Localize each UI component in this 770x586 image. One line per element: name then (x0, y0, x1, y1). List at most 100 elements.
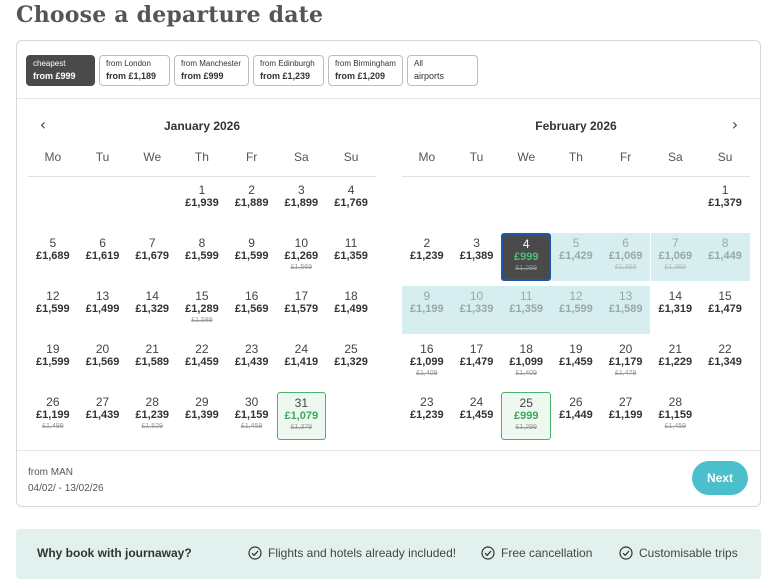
day-number: 31 (294, 396, 309, 410)
filter-price: from £1,189 (106, 71, 157, 81)
day-price: £1,449 (559, 409, 593, 421)
filter-manchester[interactable]: from Manchester from £999 (174, 55, 249, 86)
day-cell-17[interactable]: 17 £1,579 (277, 286, 327, 334)
day-cell-29[interactable]: 29 £1,399 (177, 392, 227, 440)
day-cell-27[interactable]: 27 £1,199 (601, 392, 651, 440)
day-cell-10[interactable]: 10 £1,339 (451, 286, 502, 334)
day-cell-28[interactable]: 28 £1,159 £1,459 (651, 392, 701, 440)
day-cell-25[interactable]: 25 £1,329 (326, 339, 376, 387)
filter-price: from £999 (33, 71, 76, 81)
route-dates: 04/02/ - 13/02/26 (28, 483, 104, 494)
day-price: £1,599 (36, 356, 70, 368)
filter-birmingham[interactable]: from Birmingham from £1,209 (328, 55, 403, 86)
day-cell-21[interactable]: 21 £1,589 (127, 339, 177, 387)
day-cell-4[interactable]: 4 £999 £1,299 (501, 233, 552, 281)
next-month-button[interactable]: › (726, 117, 744, 135)
day-cell-19[interactable]: 19 £1,599 (28, 339, 78, 387)
day-cell-28[interactable]: 28 £1,239 £1,529 (127, 392, 177, 440)
filter-edinburgh[interactable]: from Edinburgh from £1,239 (253, 55, 324, 86)
day-cell-16[interactable]: 16 £1,099 £1,409 (402, 339, 452, 387)
day-cell-4[interactable]: 4 £1,769 (326, 180, 376, 228)
day-cell-13[interactable]: 13 £1,589 (600, 286, 651, 334)
day-cell-3[interactable]: 3 £1,389 (452, 233, 502, 281)
day-cell-14[interactable]: 14 £1,319 (651, 286, 701, 334)
benefit-item: Free cancellation (481, 546, 592, 560)
day-cell-6[interactable]: 6 £1,069 £1,369 (600, 233, 651, 281)
day-cell-23[interactable]: 23 £1,439 (227, 339, 277, 387)
day-cell-15[interactable]: 15 £1,289 £1,589 (177, 286, 227, 334)
day-cell-7[interactable]: 7 £1,679 (127, 233, 177, 281)
day-number: 11 (520, 289, 533, 303)
day-price: £1,479 (459, 356, 494, 368)
day-cell-8[interactable]: 8 £1,599 (177, 233, 227, 281)
filter-all-airports[interactable]: All airports (407, 55, 478, 86)
day-cell-27[interactable]: 27 £1,439 (78, 392, 128, 440)
day-cell-12[interactable]: 12 £1,599 (28, 286, 78, 334)
day-number: 25 (519, 396, 533, 410)
day-cell-1[interactable]: 1 £1,939 (177, 180, 227, 228)
day-cell-3[interactable]: 3 £1,899 (277, 180, 327, 228)
day-cell-2[interactable]: 2 £1,239 (402, 233, 452, 281)
day-number: 1 (721, 183, 729, 197)
day-cell-5[interactable]: 5 £1,429 (551, 233, 601, 281)
day-cell-20[interactable]: 20 £1,179 £1,479 (601, 339, 651, 387)
day-cell-9[interactable]: 9 £1,199 (402, 286, 452, 334)
filter-cheapest[interactable]: cheapest from £999 (26, 55, 95, 86)
day-cell-8[interactable]: 8 £1,449 (700, 233, 750, 281)
check-circle-icon (481, 546, 495, 560)
day-old-price: £1,369 (614, 264, 637, 271)
day-price: £1,159 (658, 409, 693, 421)
day-cell-11[interactable]: 11 £1,359 (326, 233, 376, 281)
day-cell-21[interactable]: 21 £1,229 (651, 339, 701, 387)
benefit-label: Flights and hotels already included! (268, 546, 457, 560)
weekday-label: Mo (44, 150, 62, 164)
day-cell-26[interactable]: 26 £1,199 £1,499 (28, 392, 78, 440)
day-cell-13[interactable]: 13 £1,499 (78, 286, 128, 334)
day-cell-30[interactable]: 30 £1,159 £1,459 (227, 392, 277, 440)
day-cell-24[interactable]: 24 £1,459 (452, 392, 502, 440)
day-number: 7 (148, 236, 156, 250)
day-cell-23[interactable]: 23 £1,239 (402, 392, 452, 440)
next-button[interactable]: Next (692, 461, 748, 495)
day-cell-19[interactable]: 19 £1,459 (551, 339, 601, 387)
month-title: January 2026 (163, 119, 241, 133)
day-cell-5[interactable]: 5 £1,689 (28, 233, 78, 281)
day-number: 11 (344, 236, 358, 250)
day-number: 22 (195, 342, 209, 356)
day-cell-18[interactable]: 18 £1,099 £1,409 (501, 339, 551, 387)
day-number: 20 (95, 342, 110, 356)
day-cell-17[interactable]: 17 £1,479 (452, 339, 502, 387)
day-price: £1,689 (36, 250, 70, 262)
day-cell-2[interactable]: 2 £1,889 (227, 180, 277, 228)
day-cell-16[interactable]: 16 £1,569 (227, 286, 277, 334)
day-cell-26[interactable]: 26 £1,449 (551, 392, 601, 440)
day-cell-12[interactable]: 12 £1,599 (551, 286, 601, 334)
prev-month-button[interactable]: ‹ (34, 117, 52, 135)
day-cell-11[interactable]: 11 £1,359 (501, 286, 552, 334)
day-cell-7[interactable]: 7 £1,069 £1,369 (650, 233, 701, 281)
day-cell-9[interactable]: 9 £1,599 (227, 233, 277, 281)
day-number: 10 (469, 289, 484, 303)
day-number: 2 (423, 236, 431, 250)
day-price: £1,359 (509, 303, 544, 315)
why-book-banner: Why book with journaway? Flights and hot… (16, 529, 761, 579)
day-cell-10[interactable]: 10 £1,269 £1,569 (277, 233, 327, 281)
day-cell-22[interactable]: 22 £1,349 (700, 339, 750, 387)
day-cell-1[interactable]: 1 £1,379 (700, 180, 750, 228)
day-cell-6[interactable]: 6 £1,619 (78, 233, 128, 281)
day-price: £1,349 (708, 356, 742, 368)
day-cell-24[interactable]: 24 £1,419 (277, 339, 327, 387)
day-price: £999 (513, 251, 539, 263)
filter-london[interactable]: from London from £1,189 (99, 55, 170, 86)
day-number: 8 (721, 236, 729, 250)
day-price: £1,329 (334, 356, 368, 368)
day-price: £1,229 (658, 356, 693, 368)
day-cell-18[interactable]: 18 £1,499 (326, 286, 376, 334)
day-cell-20[interactable]: 20 £1,569 (78, 339, 128, 387)
day-price: £1,099 (509, 356, 544, 368)
day-cell-31[interactable]: 31 £1,079 £1,379 (276, 392, 327, 440)
day-cell-22[interactable]: 22 £1,459 (177, 339, 227, 387)
day-cell-25[interactable]: 25 £999 £1,299 (501, 392, 552, 440)
day-cell-15[interactable]: 15 £1,479 (700, 286, 750, 334)
day-cell-14[interactable]: 14 £1,329 (127, 286, 177, 334)
